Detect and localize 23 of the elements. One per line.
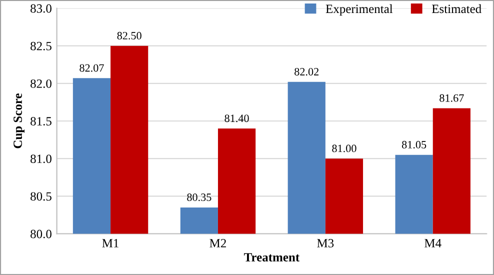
legend-label: Estimated — [432, 4, 482, 14]
y-tick-label: 82.0 — [30, 79, 52, 88]
x-tick-label: M4 — [424, 239, 442, 248]
y-tick-label: 81.5 — [30, 117, 52, 126]
y-tick-label: 80.5 — [30, 192, 52, 201]
data-label: 82.50 — [117, 32, 142, 40]
y-tick-label: 83.0 — [30, 4, 52, 13]
y-tick-label: 82.5 — [30, 42, 52, 50]
data-label: 81.05 — [402, 140, 426, 148]
data-label: 82.07 — [80, 64, 104, 72]
legend-label: Experimental — [326, 4, 393, 16]
x-axis-title: Treatment — [244, 253, 300, 262]
x-tick-label: M1 — [102, 239, 118, 248]
y-axis-title: Cup Score — [14, 93, 25, 148]
data-label: 81.40 — [224, 114, 249, 122]
x-tick-label: M2 — [210, 239, 226, 248]
data-label: 82.02 — [294, 68, 319, 76]
y-tick-label: 81.0 — [30, 154, 52, 164]
data-label: 80.35 — [187, 194, 212, 202]
data-label: 81.67 — [440, 94, 464, 102]
y-tick-label: 80.0 — [30, 230, 52, 238]
x-tick-label: M3 — [317, 239, 334, 248]
data-label: 81.00 — [332, 144, 356, 152]
